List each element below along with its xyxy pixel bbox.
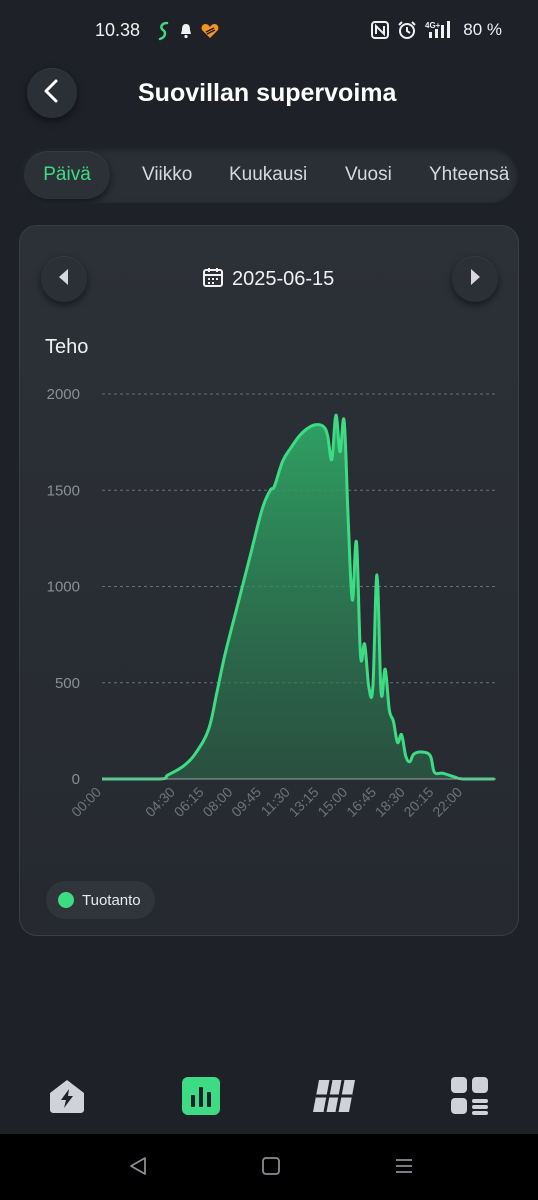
y-tick-label: 0 — [72, 771, 80, 788]
next-day-button[interactable] — [452, 256, 498, 302]
bottom-nav — [0, 1060, 538, 1134]
tab-viikko[interactable]: Viikko — [142, 164, 193, 185]
s-app-icon — [157, 21, 171, 41]
tab-vuosi[interactable]: Vuosi — [345, 164, 392, 185]
status-notification-icons — [157, 21, 219, 41]
date-selector[interactable]: 2025-06-15 — [202, 266, 334, 293]
x-tick-label: 20:15 — [400, 784, 436, 820]
system-back-button[interactable] — [126, 1156, 150, 1180]
legend-label: Tuotanto — [82, 891, 141, 909]
home-icon — [261, 1156, 281, 1181]
y-tick-label: 1500 — [47, 482, 80, 499]
x-tick-label: 13:15 — [286, 784, 322, 820]
y-tick-label: 1000 — [47, 579, 80, 596]
system-home-button[interactable] — [259, 1156, 283, 1180]
tab-paiva[interactable]: Päivä — [24, 151, 110, 199]
alarm-icon — [397, 20, 417, 40]
nav-more[interactable] — [450, 1076, 490, 1121]
status-bar: 10.38 4G+ 80 % — [0, 0, 538, 62]
x-tick-label: 09:45 — [228, 784, 264, 820]
legend-dot — [58, 892, 74, 908]
home-bolt-icon — [47, 1077, 87, 1120]
calendar-icon — [202, 266, 224, 293]
triangle-left-icon — [57, 268, 71, 291]
y-tick-label: 500 — [55, 675, 80, 692]
nav-statistics[interactable] — [181, 1076, 221, 1121]
signal-icon: 4G+ — [425, 20, 455, 40]
x-tick-label: 16:45 — [343, 784, 379, 820]
system-nav-bar — [0, 1134, 538, 1200]
nav-devices[interactable] — [311, 1078, 357, 1119]
y-tick-label: 2000 — [47, 386, 80, 403]
back-button[interactable] — [27, 68, 77, 118]
battery-text: 80 % — [463, 20, 502, 39]
bar-chart-icon — [181, 1076, 221, 1121]
chart-card: 2025-06-15 Teho 0 500 1000 1500 2000 00:00 04:… — [19, 225, 519, 936]
x-tick-label: 06:15 — [171, 784, 207, 820]
chart-label: Teho — [45, 336, 89, 358]
grid-menu-icon — [450, 1076, 490, 1121]
x-tick-label: 15:00 — [314, 784, 350, 820]
x-tick-label: 22:00 — [429, 784, 465, 820]
power-chart: 0 500 1000 1500 2000 00:00 04:3006:1508:0009:4… — [47, 386, 496, 820]
x-tick-label: 04:30 — [142, 784, 178, 820]
legend-tuotanto[interactable]: Tuotanto — [46, 881, 155, 919]
triangle-right-icon — [468, 268, 482, 291]
heart-app-icon — [201, 23, 219, 39]
x-tick-label: 18:30 — [372, 784, 408, 820]
series-area-tuotanto — [102, 415, 495, 779]
date-text: 2025-06-15 — [232, 268, 335, 290]
prev-day-button[interactable] — [41, 256, 87, 302]
chevron-left-icon — [42, 79, 62, 108]
back-icon — [128, 1156, 148, 1181]
svg-text:4G+: 4G+ — [425, 21, 441, 30]
recents-icon — [394, 1156, 414, 1181]
nfc-icon — [371, 21, 390, 39]
status-time: 10.38 — [95, 20, 141, 40]
status-system-icons: 4G+ 80 % — [371, 20, 502, 40]
tab-kuukausi[interactable]: Kuukausi — [229, 164, 308, 185]
system-recents-button[interactable] — [392, 1156, 416, 1180]
x-tick-label: 11:30 — [258, 784, 294, 820]
bell-icon — [179, 23, 193, 39]
nav-home[interactable] — [47, 1078, 87, 1118]
solar-panel-icon — [311, 1078, 357, 1119]
x-tick-label: 00:00 — [68, 784, 104, 820]
period-tabs: Päivä Viikko Kuukausi Vuosi Yhteensä — [20, 147, 518, 203]
tab-yhteensa[interactable]: Yhteensä — [429, 164, 510, 185]
series-line-tuotanto — [101, 413, 495, 781]
x-tick-label: 08:00 — [199, 784, 235, 820]
page-title: Suovillan supervoima — [138, 79, 397, 107]
